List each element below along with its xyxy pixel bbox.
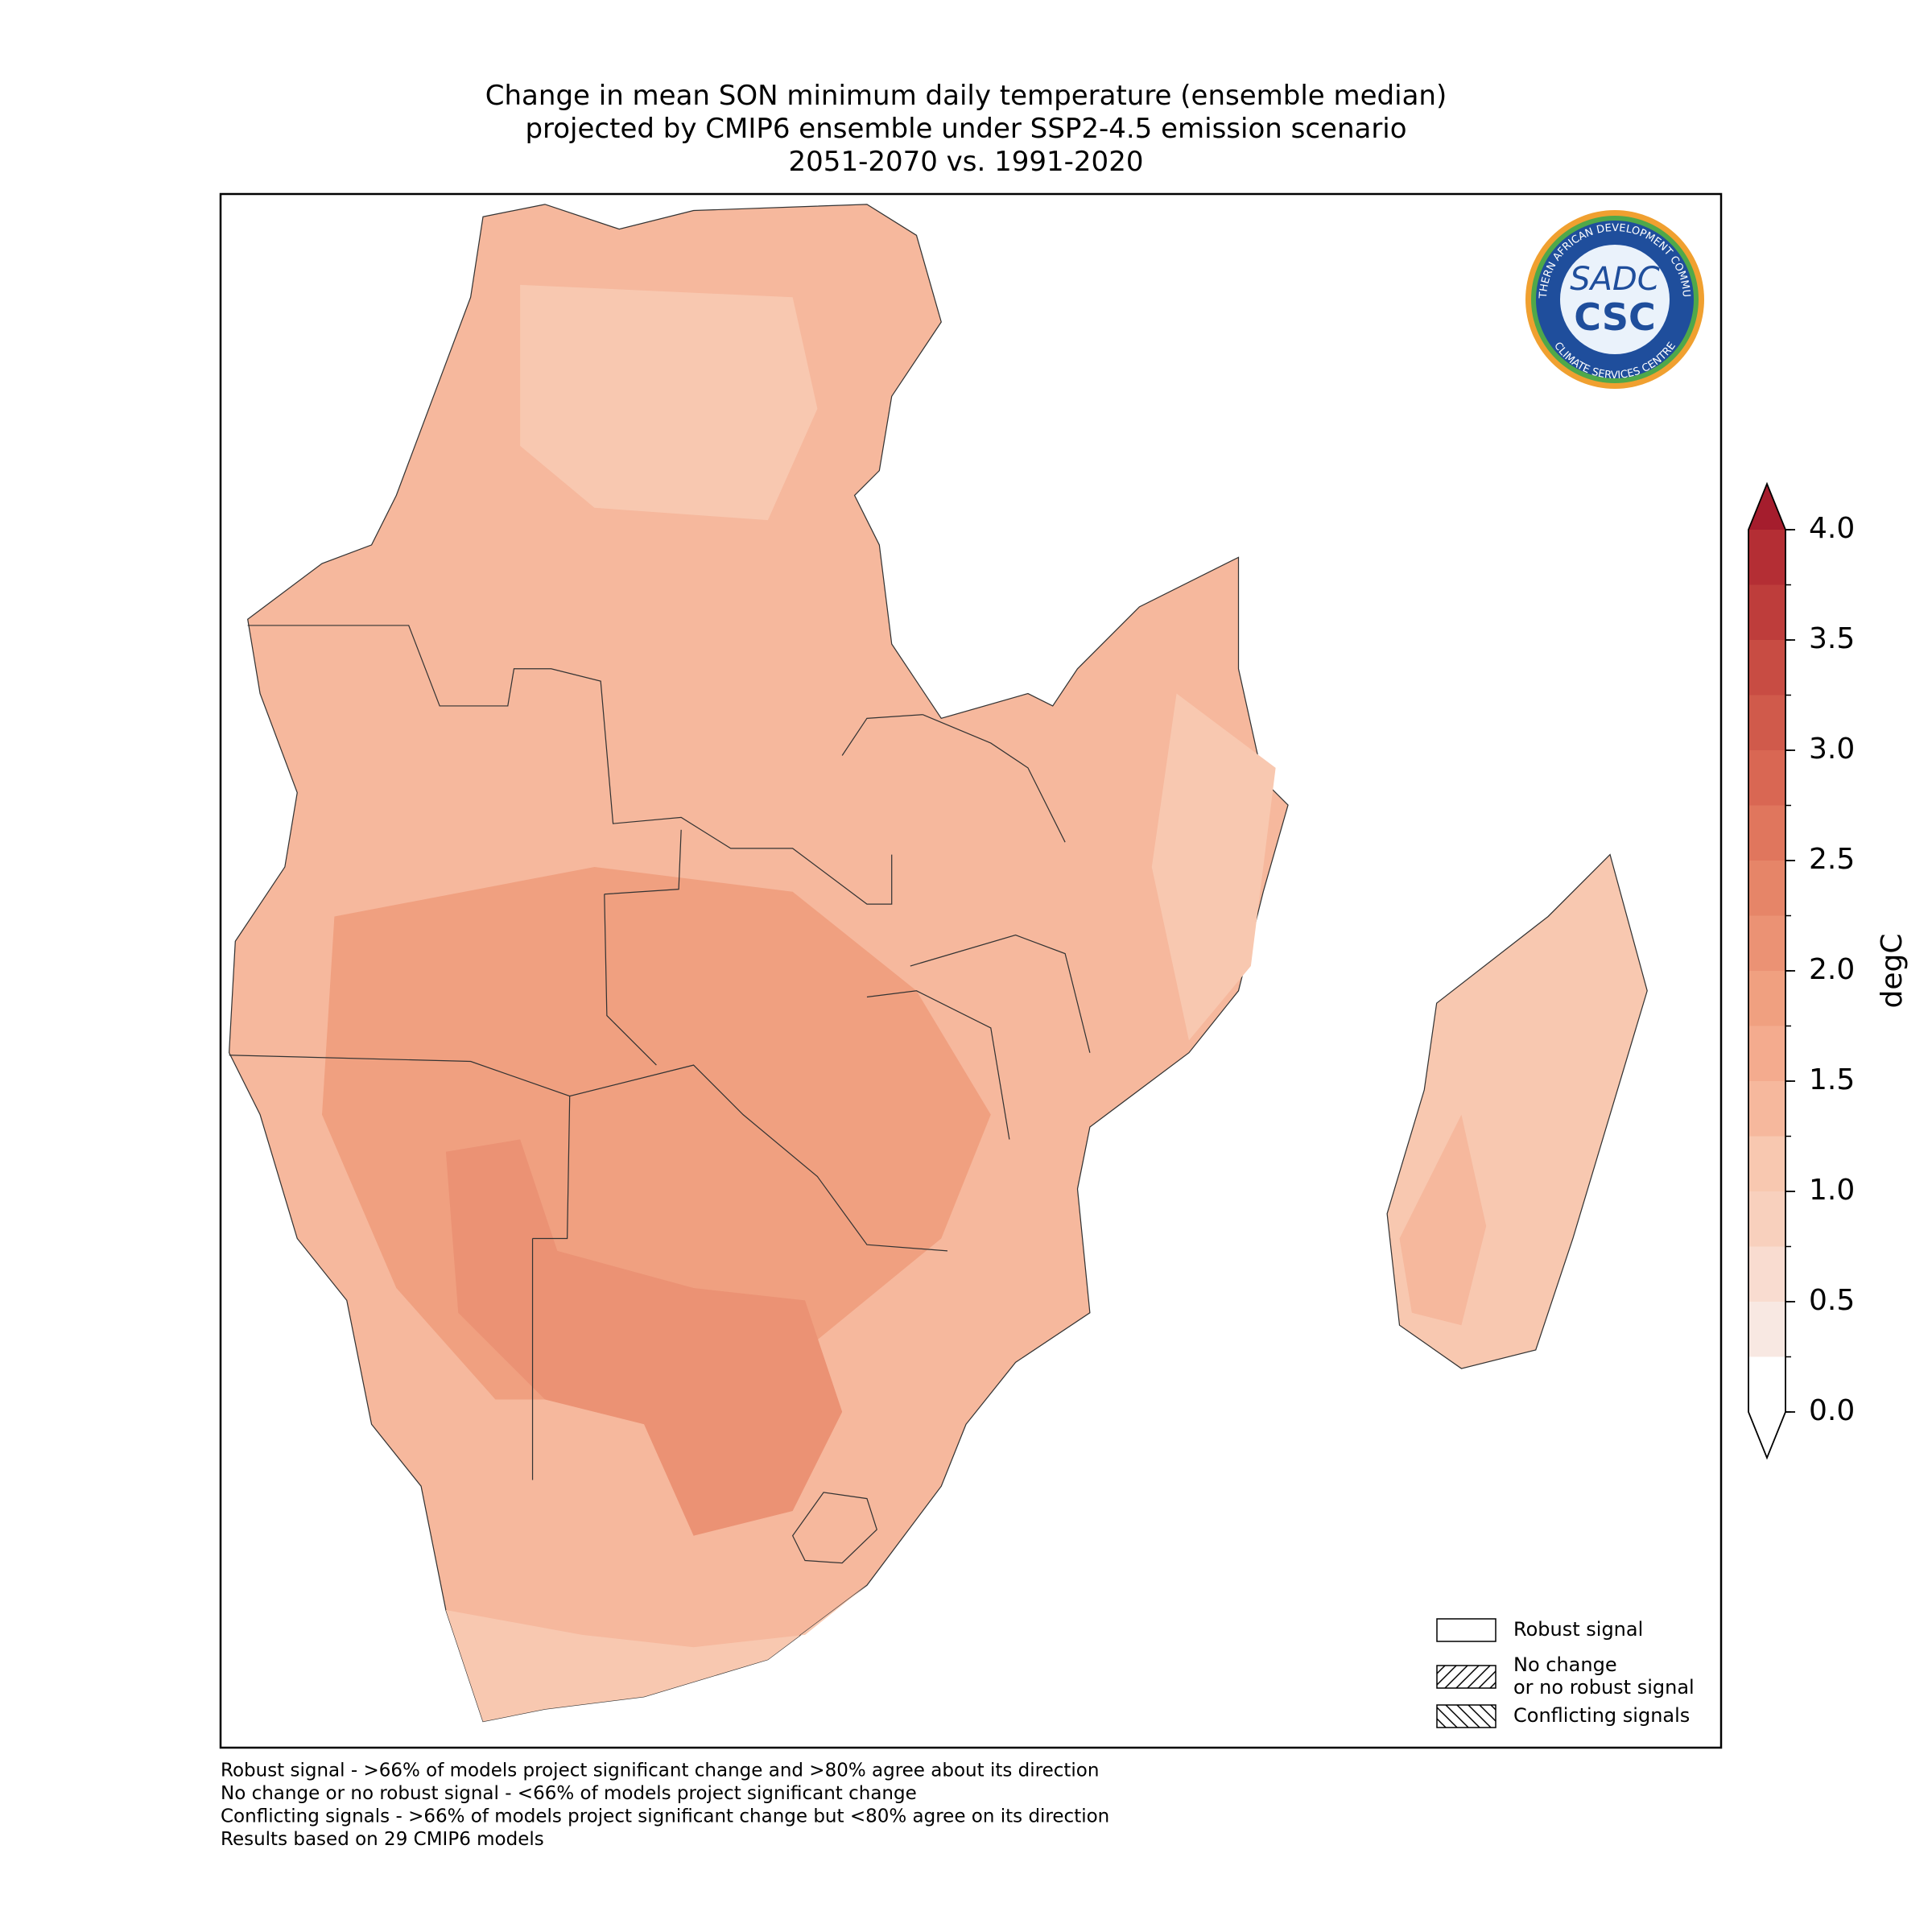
title-line: Change in mean SON minimum daily tempera…	[485, 80, 1447, 112]
colorbar-label: degC	[1876, 934, 1909, 1009]
legend-label: Robust signal	[1513, 1618, 1643, 1641]
east-coast	[1151, 693, 1276, 1041]
borders	[229, 625, 1091, 1480]
colorbar-segment	[1748, 1191, 1785, 1247]
lesotho	[791, 1492, 877, 1564]
legend-swatch	[1436, 1618, 1496, 1642]
colorbar-tick-label: 0.0	[1809, 1394, 1855, 1427]
colorbar-segment	[1748, 805, 1785, 861]
colorbar-segment	[1748, 530, 1785, 585]
colorbar-segment	[1748, 584, 1785, 640]
colorbar-segment	[1748, 861, 1785, 916]
colorbar-segment	[1748, 640, 1785, 696]
footnote: Robust signal - >66% of models project s…	[221, 1761, 1099, 1781]
colorbar-tick-label: 0.5	[1809, 1284, 1855, 1317]
colorbar-tick-label: 2.5	[1809, 843, 1855, 876]
madagascar-interior	[1399, 1114, 1487, 1326]
north-region	[520, 284, 818, 521]
title-line: 2051-2070 vs. 1991-2020	[789, 146, 1144, 178]
legend-label: Conflicting signals	[1513, 1704, 1690, 1727]
notes: Robust signal - >66% of models project s…	[221, 1761, 1109, 1851]
colorbar-segment	[1748, 1026, 1785, 1081]
map	[228, 204, 1648, 1723]
colorbar: 0.0 0.5 1.0 1.5 2.0 2.5 3.0 3.5 4.0 degC	[1748, 481, 1909, 1460]
legend-label: No change	[1513, 1653, 1617, 1676]
colorbar-segment	[1748, 1356, 1785, 1412]
colorbar-segment	[1748, 1136, 1785, 1191]
colorbar-segment	[1748, 1081, 1785, 1137]
colorbar-segment	[1748, 1302, 1785, 1357]
legend-swatch	[1436, 1704, 1496, 1728]
colorbar-tick-label: 3.5	[1809, 622, 1855, 655]
footnote: No change or no robust signal - <66% of …	[221, 1783, 917, 1804]
legend-swatch	[1436, 1665, 1496, 1689]
logo-inner	[1560, 245, 1670, 354]
colorbar-segment	[1748, 915, 1785, 971]
map-frame	[219, 192, 1723, 1749]
logo-upper: SADC	[1570, 261, 1660, 298]
colorbar-extend-min	[1748, 1412, 1785, 1458]
colorbar-tick-label: 1.0	[1809, 1174, 1855, 1207]
colorbar-tick-label: 2.0	[1809, 953, 1855, 986]
colorbar-segment	[1748, 695, 1785, 750]
footnote: Results based on 29 CMIP6 models	[221, 1829, 544, 1850]
logo-lower: CSC	[1574, 295, 1656, 339]
colorbar-extend-max	[1748, 484, 1785, 530]
colorbar-tick-label: 1.5	[1809, 1063, 1855, 1096]
footnote: Conflicting signals - >66% of models pro…	[221, 1806, 1109, 1827]
colorbar-segment	[1748, 971, 1785, 1026]
title-line: projected by CMIP6 ensemble under SSP2-4…	[525, 113, 1406, 145]
colorbar-tick-label: 3.0	[1809, 733, 1855, 766]
colorbar-segment	[1748, 1246, 1785, 1302]
colorbar-segment	[1748, 750, 1785, 806]
south-coast	[445, 1585, 867, 1722]
legend-label: or no robust signal	[1513, 1676, 1695, 1699]
colorbar-tick-label: 4.0	[1809, 512, 1855, 545]
